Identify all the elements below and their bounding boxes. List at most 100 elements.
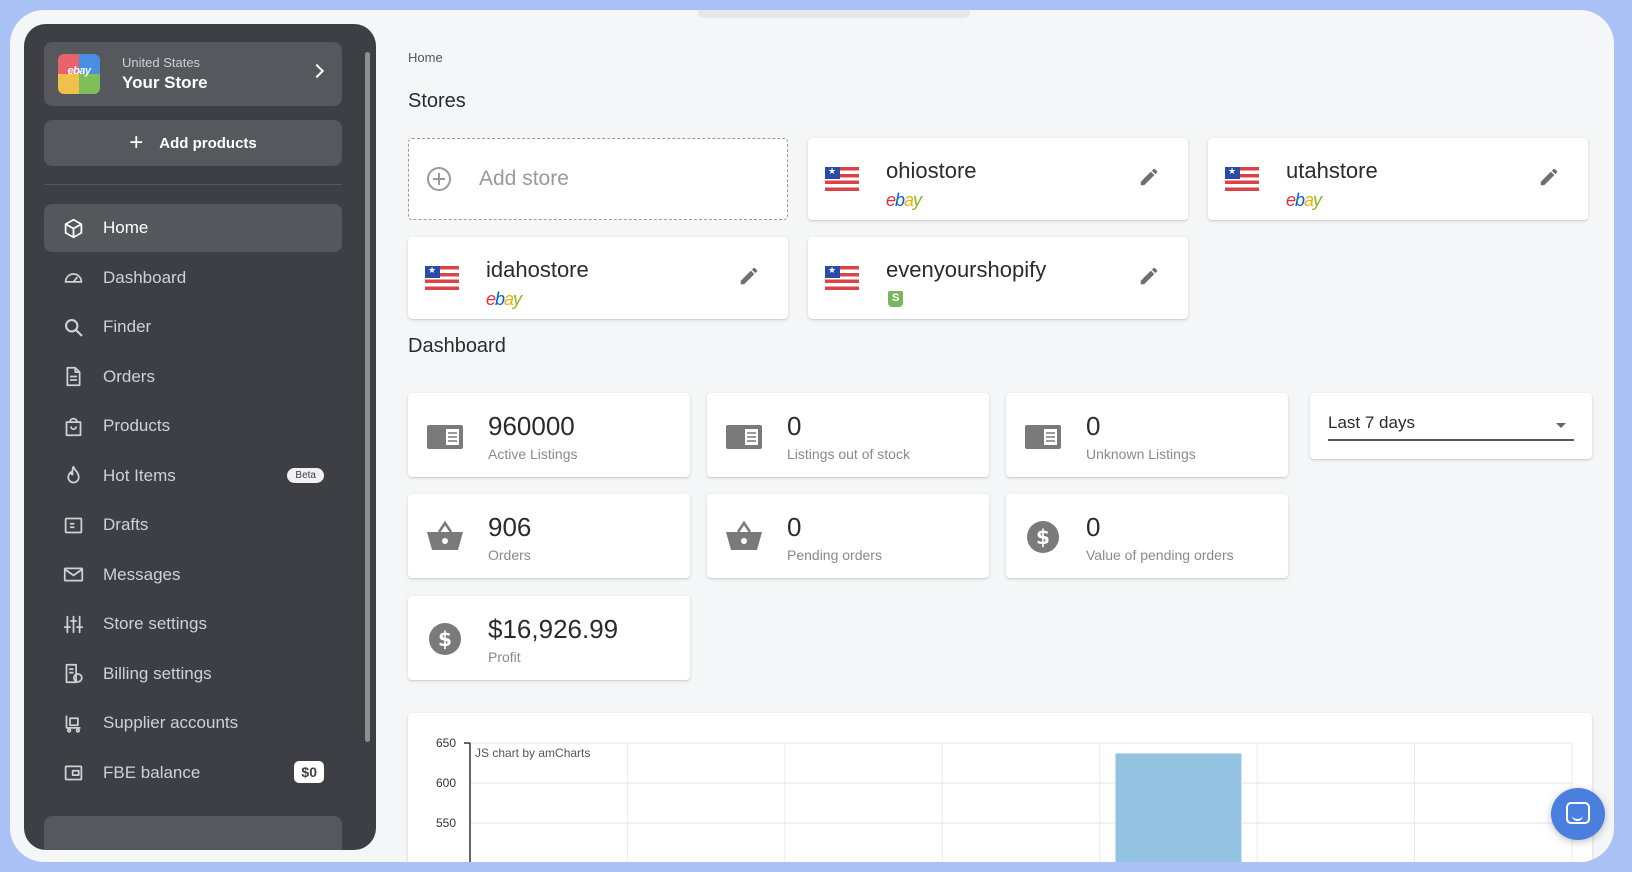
listing-icon: [726, 425, 762, 449]
sidebar-item-home[interactable]: Home: [44, 204, 342, 252]
plus-icon: +: [129, 129, 144, 156]
sidebar-item-products[interactable]: Products: [44, 402, 342, 450]
add-store-label: Add store: [479, 167, 569, 190]
sidebar-item-hot-items[interactable]: Hot Items Beta: [44, 452, 342, 500]
stat-label: Listings out of stock: [787, 446, 910, 462]
gauge-icon: [62, 267, 84, 289]
store-country: United States: [122, 55, 201, 70]
sidebar-item-label: Messages: [103, 564, 181, 584]
stat-value: $16,926.99: [488, 614, 619, 644]
wallet-icon: [62, 762, 84, 784]
sidebar-item-dashboard[interactable]: Dashboard: [44, 254, 342, 302]
dashboard-title: Dashboard: [408, 335, 506, 357]
ebay-logo-icon: ebay: [1286, 190, 1322, 210]
stat-card-value-pending: $ 0 Value of pending orders: [1006, 494, 1288, 578]
date-range-card: Last 7 days: [1310, 393, 1592, 459]
sidebar-item-label: Supplier accounts: [103, 713, 239, 732]
stat-card-pending-orders: 0 Pending orders: [707, 494, 989, 578]
stat-label: Pending orders: [787, 547, 882, 563]
stat-value: 960000: [488, 411, 575, 441]
sidebar-item-fbe-balance[interactable]: FBE balance $0: [44, 749, 342, 797]
store-card-name: ohiostore: [886, 158, 977, 183]
main-content: Home Stores Add store ohiostore ebay uta…: [408, 10, 1614, 862]
sidebar-footer-button[interactable]: [44, 816, 342, 850]
svg-text:$: $: [438, 627, 452, 651]
shopify-icon: [888, 291, 903, 307]
beta-badge: Beta: [287, 467, 324, 483]
chat-button[interactable]: [1551, 788, 1605, 840]
stat-value: 0: [1086, 411, 1101, 441]
bag-icon: [62, 415, 84, 437]
sidebar-item-store-settings[interactable]: Store settings: [44, 600, 342, 648]
chart-canvas: 650 600 550 JS chart by amCharts: [436, 736, 1573, 862]
sidebar-item-label: Store settings: [103, 614, 207, 633]
app-frame: ebay United States Your Store + Add prod…: [10, 10, 1614, 862]
sidebar-item-label: Products: [103, 416, 171, 435]
sidebar-nav: Home Dashboard Finder Orders: [44, 204, 342, 798]
ebay-logo-icon: ebay: [58, 54, 100, 94]
sidebar-item-label: Drafts: [103, 515, 149, 534]
store-card[interactable]: evenyourshopify: [808, 237, 1188, 319]
listing-icon: [1025, 425, 1061, 449]
store-card-name: idahostore: [486, 257, 589, 282]
dollar-icon: $: [429, 623, 461, 655]
us-flag-icon: [825, 167, 859, 191]
stat-card-out-of-stock: 0 Listings out of stock: [707, 393, 989, 477]
pencil-icon[interactable]: [738, 265, 760, 287]
supplier-icon: [62, 712, 84, 734]
billing-icon: [62, 663, 84, 685]
sidebar-item-label: Billing settings: [103, 663, 212, 683]
caret-down-icon: [1556, 423, 1566, 428]
stat-label: Value of pending orders: [1086, 547, 1234, 563]
sidebar-scrollbar[interactable]: [365, 52, 370, 742]
sidebar-item-finder[interactable]: Finder: [44, 303, 342, 351]
store-card[interactable]: ohiostore ebay: [808, 138, 1188, 220]
sidebar-item-drafts[interactable]: Drafts: [44, 501, 342, 549]
stat-label: Orders: [488, 547, 531, 563]
breadcrumb[interactable]: Home: [408, 50, 443, 65]
store-card[interactable]: idahostore ebay: [408, 237, 788, 319]
y-tick-label: 550: [436, 816, 456, 830]
listing-icon: [427, 425, 463, 449]
drafts-icon: [62, 514, 84, 536]
pencil-icon[interactable]: [1138, 166, 1160, 188]
dollar-icon: $: [1027, 521, 1059, 553]
pencil-icon[interactable]: [1138, 265, 1160, 287]
store-card[interactable]: utahstore ebay: [1208, 138, 1588, 220]
sidebar-item-label: Orders: [103, 366, 155, 386]
basket-icon: [726, 520, 762, 550]
search-icon: [62, 316, 84, 338]
sidebar-item-messages[interactable]: Messages: [44, 551, 342, 599]
sidebar-item-orders[interactable]: Orders: [44, 353, 342, 401]
y-tick-label: 650: [436, 736, 456, 750]
add-products-button[interactable]: + Add products: [44, 120, 342, 166]
stat-label: Active Listings: [488, 446, 578, 462]
cube-icon: [62, 217, 84, 239]
mail-icon: [62, 564, 84, 586]
stat-card-profit: $ $16,926.99 Profit: [408, 596, 690, 680]
store-card-name: evenyourshopify: [886, 257, 1047, 282]
sidebar-divider: [44, 184, 342, 185]
sidebar-item-label: Home: [103, 218, 149, 237]
bar: [1115, 753, 1242, 862]
stat-label: Unknown Listings: [1086, 446, 1196, 462]
add-store-button[interactable]: Add store: [408, 138, 788, 220]
stat-card-orders: 906 Orders: [408, 494, 690, 578]
sidebar-item-label: Finder: [103, 317, 152, 336]
chat-icon: [1566, 802, 1590, 824]
store-switcher[interactable]: ebay United States Your Store: [44, 42, 342, 106]
sidebar-item-supplier-accounts[interactable]: Supplier accounts: [44, 699, 342, 747]
us-flag-icon: [1225, 167, 1259, 191]
add-circle-icon: [427, 167, 451, 191]
svg-text:$: $: [1036, 525, 1050, 549]
stores-title: Stores: [408, 90, 466, 112]
pencil-icon[interactable]: [1538, 166, 1560, 188]
store-name: Your Store: [122, 73, 208, 92]
y-tick-label: 600: [436, 776, 456, 790]
basket-icon: [427, 520, 463, 550]
document-icon: [62, 366, 84, 388]
stat-value: 0: [787, 512, 802, 542]
date-range-select[interactable]: Last 7 days: [1328, 413, 1574, 441]
sidebar-item-billing-settings[interactable]: Billing settings: [44, 650, 342, 698]
stat-card-active-listings: 960000 Active Listings: [408, 393, 690, 477]
